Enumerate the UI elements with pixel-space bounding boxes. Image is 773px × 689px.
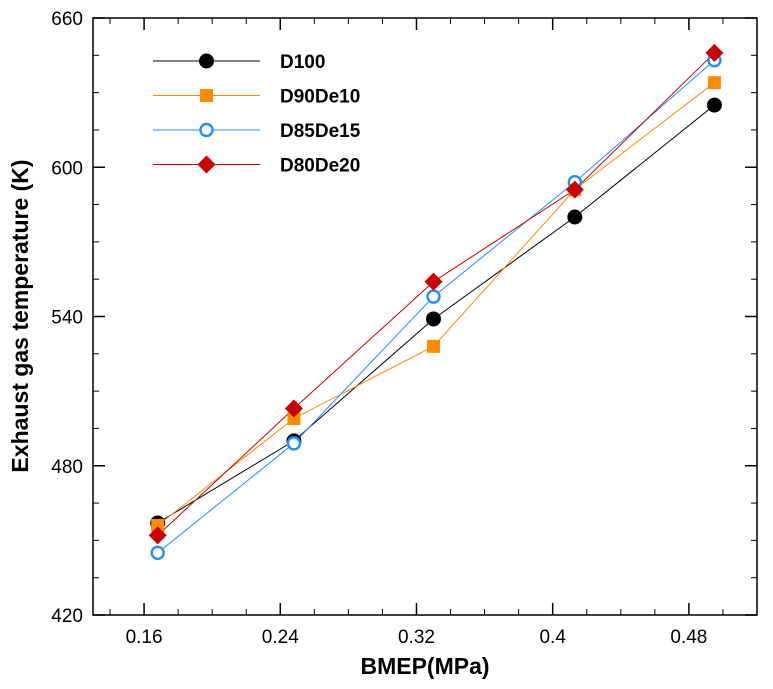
legend-label-d90de10: D90De10 [280, 87, 360, 108]
data-point-d90de10 [151, 518, 165, 532]
x-axis: 0.16 0.24 0.32 0.4 0.48 [109, 18, 758, 648]
y-tick-label: 600 [51, 158, 83, 179]
legend: D100 D90De10 D85De15 D80De20 [153, 52, 361, 177]
data-point-d80de20 [284, 399, 303, 418]
data-point-d80de20 [424, 272, 443, 291]
data-point-d90de10 [707, 76, 721, 90]
data-point-d90de10 [427, 339, 441, 353]
data-point-d80de20 [565, 180, 584, 199]
legend-marker-d80de20 [197, 155, 216, 174]
data-point-d100 [426, 311, 442, 327]
x-tick-label: 0.24 [262, 627, 299, 648]
series-markers [148, 43, 724, 561]
series-line-d90de10 [157, 82, 715, 526]
x-tick-label: 0.32 [398, 627, 435, 648]
x-tick-label: 0.16 [126, 627, 163, 648]
y-tick-label: 480 [51, 457, 83, 478]
plot-frame [92, 17, 758, 616]
y-tick-label: 540 [51, 308, 83, 329]
legend-marker-d85de15 [199, 122, 214, 138]
legend-label-d85de15: D85De15 [280, 121, 361, 142]
y-tick-label: 660 [51, 9, 83, 30]
plot-frame-group [92, 17, 758, 616]
data-point-d90de10 [287, 411, 301, 425]
data-point-d100 [706, 97, 722, 113]
legend-marker-d90de10 [200, 89, 213, 102]
data-point-d100 [567, 209, 583, 225]
data-point-d80de20 [148, 526, 167, 545]
legend-label-d100: D100 [280, 52, 325, 73]
data-point-d85de15 [286, 436, 302, 451]
legend-marker-d100 [199, 53, 214, 69]
legend-label-d80de20: D80De20 [280, 156, 360, 177]
x-tick-label: 0.48 [670, 627, 707, 648]
y-tick-label: 420 [51, 606, 83, 627]
data-point-d85de15 [426, 289, 441, 304]
data-point-d80de20 [705, 43, 724, 62]
y-axis: 420 480 540 600 660 [51, 9, 757, 627]
data-point-d85de15 [150, 545, 165, 561]
x-axis-title: BMEP(MPa) [360, 653, 489, 679]
y-axis-title: Exhaust gas temperature (K) [7, 159, 33, 472]
x-tick-label: 0.4 [539, 627, 566, 648]
